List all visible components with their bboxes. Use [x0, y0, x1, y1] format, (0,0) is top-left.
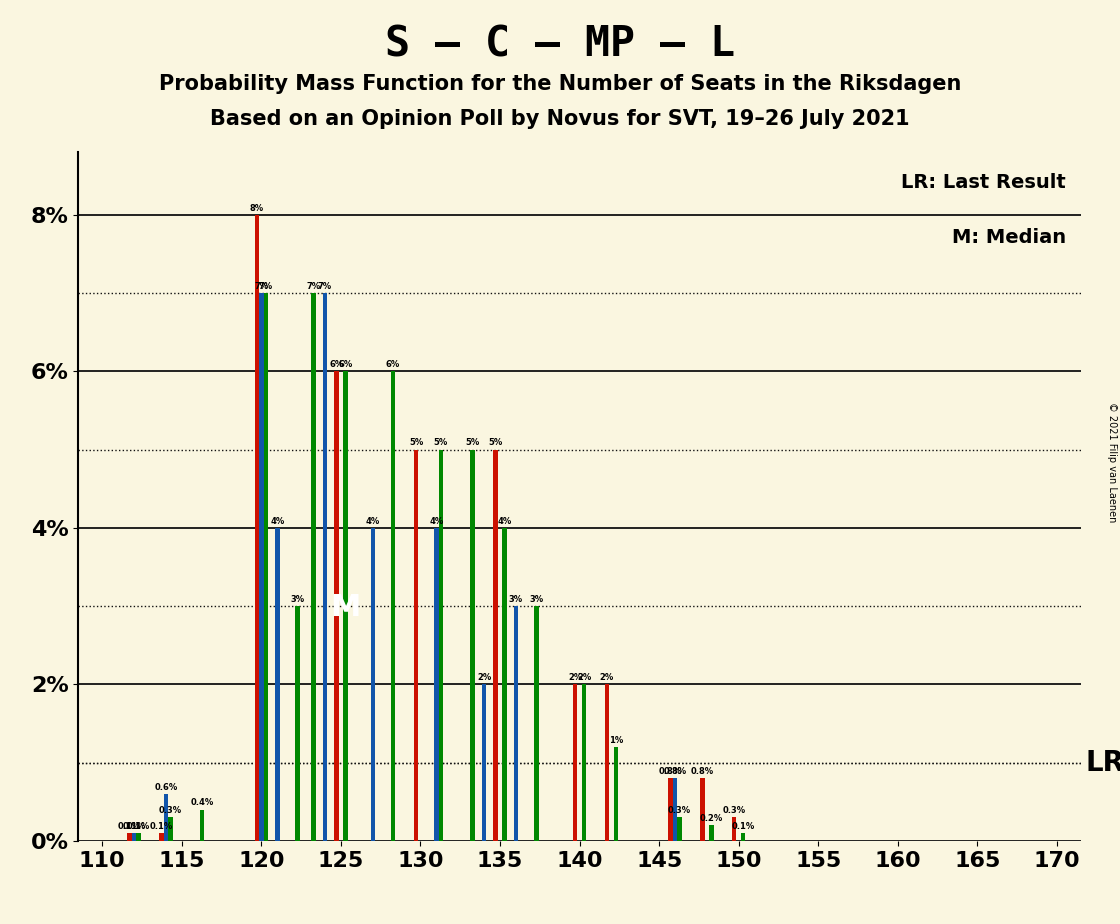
Bar: [514, 606, 519, 841]
Bar: [700, 778, 704, 841]
Text: 7%: 7%: [259, 282, 273, 291]
Bar: [413, 450, 418, 841]
Text: 4%: 4%: [429, 517, 444, 526]
Text: 5%: 5%: [488, 438, 503, 447]
Text: 4%: 4%: [365, 517, 380, 526]
Text: © 2021 Filip van Laenen: © 2021 Filip van Laenen: [1108, 402, 1117, 522]
Bar: [296, 606, 300, 841]
Text: 0.3%: 0.3%: [722, 806, 746, 815]
Bar: [391, 371, 395, 841]
Text: 1%: 1%: [609, 736, 623, 745]
Text: 8%: 8%: [250, 203, 264, 213]
Text: LR: LR: [1085, 748, 1120, 776]
Text: 4%: 4%: [270, 517, 284, 526]
Text: 0.1%: 0.1%: [118, 821, 141, 831]
Bar: [263, 293, 268, 841]
Text: 0.3%: 0.3%: [668, 806, 691, 815]
Bar: [334, 371, 338, 841]
Bar: [709, 825, 713, 841]
Bar: [669, 778, 673, 841]
Bar: [168, 818, 172, 841]
Bar: [673, 778, 678, 841]
Bar: [200, 809, 205, 841]
Text: 0.1%: 0.1%: [150, 821, 174, 831]
Bar: [343, 371, 347, 841]
Text: 4%: 4%: [497, 517, 512, 526]
Bar: [741, 833, 746, 841]
Bar: [502, 528, 506, 841]
Bar: [470, 450, 475, 841]
Text: 6%: 6%: [338, 360, 353, 370]
Text: 0.8%: 0.8%: [691, 767, 713, 776]
Text: 0.6%: 0.6%: [155, 783, 178, 792]
Bar: [311, 293, 316, 841]
Text: 3%: 3%: [530, 595, 543, 603]
Text: 2%: 2%: [600, 673, 614, 682]
Text: 5%: 5%: [466, 438, 479, 447]
Text: Based on an Opinion Poll by Novus for SVT, 19–26 July 2021: Based on an Opinion Poll by Novus for SV…: [211, 109, 909, 129]
Bar: [732, 818, 737, 841]
Text: LR: Last Result: LR: Last Result: [900, 173, 1066, 192]
Bar: [581, 685, 586, 841]
Text: 0.8%: 0.8%: [659, 767, 682, 776]
Text: 5%: 5%: [433, 438, 448, 447]
Text: M: M: [330, 593, 361, 622]
Text: 0.2%: 0.2%: [700, 814, 724, 823]
Bar: [439, 450, 444, 841]
Text: 0.1%: 0.1%: [122, 821, 146, 831]
Bar: [323, 293, 327, 841]
Bar: [254, 215, 259, 841]
Bar: [678, 818, 682, 841]
Text: 0.4%: 0.4%: [190, 798, 214, 808]
Text: 2%: 2%: [577, 673, 591, 682]
Text: S – C – MP – L: S – C – MP – L: [385, 23, 735, 65]
Text: M: Median: M: Median: [952, 228, 1066, 248]
Text: 6%: 6%: [386, 360, 400, 370]
Bar: [164, 794, 168, 841]
Text: 0.3%: 0.3%: [159, 806, 181, 815]
Bar: [482, 685, 486, 841]
Bar: [605, 685, 609, 841]
Bar: [371, 528, 375, 841]
Text: 3%: 3%: [508, 595, 523, 603]
Bar: [614, 747, 618, 841]
Text: 6%: 6%: [329, 360, 344, 370]
Bar: [534, 606, 539, 841]
Text: 7%: 7%: [254, 282, 269, 291]
Bar: [435, 528, 439, 841]
Text: 5%: 5%: [409, 438, 423, 447]
Bar: [128, 833, 132, 841]
Text: 0.1%: 0.1%: [127, 821, 150, 831]
Bar: [132, 833, 137, 841]
Bar: [276, 528, 280, 841]
Bar: [137, 833, 141, 841]
Text: 0.1%: 0.1%: [731, 821, 755, 831]
Text: 7%: 7%: [318, 282, 333, 291]
Bar: [573, 685, 578, 841]
Bar: [159, 833, 164, 841]
Text: Probability Mass Function for the Number of Seats in the Riksdagen: Probability Mass Function for the Number…: [159, 74, 961, 94]
Bar: [259, 293, 263, 841]
Text: 2%: 2%: [568, 673, 582, 682]
Text: 3%: 3%: [290, 595, 305, 603]
Text: 0.8%: 0.8%: [663, 767, 687, 776]
Bar: [494, 450, 497, 841]
Text: 2%: 2%: [477, 673, 492, 682]
Text: 7%: 7%: [307, 282, 320, 291]
